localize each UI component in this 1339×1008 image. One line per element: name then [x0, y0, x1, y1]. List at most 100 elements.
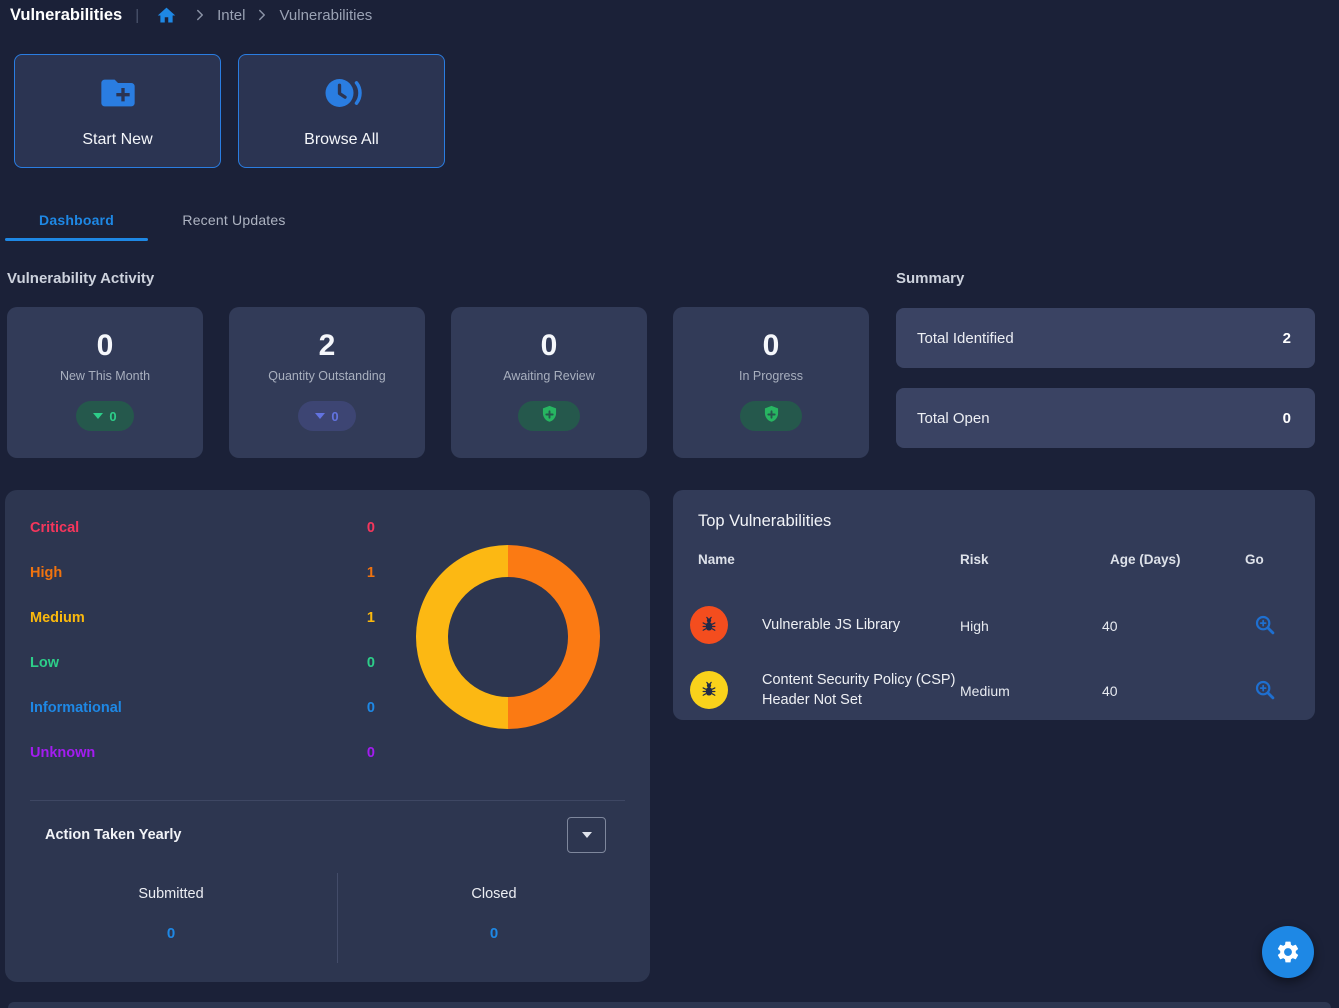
tab-dashboard-label: Dashboard [39, 211, 114, 228]
stat-value: 2 [318, 329, 336, 362]
shield-badge [518, 401, 580, 431]
divider [337, 873, 338, 963]
action-taken-col-closed: Closed 0 [338, 873, 650, 963]
col-value: 0 [489, 925, 499, 942]
browse-all-button[interactable]: Browse All [238, 54, 445, 168]
col-value: 0 [166, 925, 176, 942]
summary-label: Total Identified [917, 329, 1014, 347]
vulnerability-age: 40 [1102, 618, 1118, 634]
gear-icon [1277, 941, 1299, 963]
severity-label: Medium [30, 610, 85, 626]
severity-row-medium: Medium 1 [30, 608, 375, 628]
severity-donut [416, 545, 600, 729]
top-vulnerabilities-heading: Top Vulnerabilities [698, 512, 832, 530]
summary-row-total-identified: Total Identified 2 [896, 308, 1315, 368]
tab-dashboard[interactable]: Dashboard [5, 199, 148, 240]
severity-panel: Critical 0 High 1 Medium 1 Low 0 Informa… [5, 490, 650, 982]
col-label: Submitted [138, 886, 204, 902]
severity-count: 0 [366, 745, 375, 761]
severity-label: High [30, 565, 63, 581]
breadcrumb-item-vulnerabilities: Vulnerabilities [279, 6, 373, 24]
home-icon[interactable] [156, 5, 177, 26]
new-folder-icon [98, 73, 138, 118]
severity-count: 1 [366, 610, 375, 626]
settings-fab[interactable] [1262, 926, 1314, 978]
severity-label: Critical [30, 520, 80, 536]
summary-value: 2 [1282, 329, 1291, 347]
zoom-in-icon[interactable] [1252, 612, 1278, 638]
breadcrumb-separator: | [135, 6, 140, 24]
vulnerability-risk: Medium [960, 683, 1010, 699]
page-title: Vulnerabilities [10, 5, 123, 24]
action-taken-col-submitted: Submitted 0 [5, 873, 337, 963]
trend-badge: 0 [76, 401, 134, 431]
severity-count: 0 [366, 655, 375, 671]
browse-all-label: Browse All [304, 131, 379, 148]
stat-label: Awaiting Review [503, 369, 595, 383]
start-new-label: Start New [82, 131, 153, 148]
trend-badge-value: 0 [331, 408, 339, 424]
summary-value: 0 [1282, 409, 1291, 427]
vulnerability-name: Content Security Policy (CSP) Header Not… [762, 672, 956, 708]
severity-count: 1 [366, 565, 375, 581]
trend-badge: 0 [298, 401, 356, 431]
action-taken-dropdown[interactable] [567, 817, 606, 853]
severity-row-low: Low 0 [30, 653, 375, 673]
breadcrumb-item-intel[interactable]: Intel [217, 6, 246, 24]
active-tab-indicator [5, 238, 148, 241]
bug-avatar [690, 671, 728, 709]
trend-down-icon [315, 413, 326, 419]
stat-value: 0 [540, 329, 558, 362]
stat-value: 0 [96, 329, 114, 362]
next-panel-edge [8, 1002, 1331, 1008]
divider [30, 800, 625, 801]
severity-label: Low [30, 655, 59, 671]
vulnerability-risk: High [960, 618, 989, 634]
action-taken-title: Action Taken Yearly [45, 827, 182, 843]
zoom-in-icon[interactable] [1252, 677, 1278, 703]
column-header-age: Age (Days) [1110, 552, 1181, 567]
tab-recent-updates[interactable]: Recent Updates [153, 199, 315, 240]
stat-card-awaiting-review: 0 Awaiting Review [451, 307, 647, 458]
stat-label: New This Month [59, 369, 151, 383]
severity-row-critical: Critical 0 [30, 518, 375, 538]
summary-row-total-open: Total Open 0 [896, 388, 1315, 448]
stat-value: 0 [762, 329, 780, 362]
history-clock-icon [322, 73, 362, 118]
activity-heading: Vulnerability Activity [7, 270, 155, 287]
trend-badge-value: 0 [109, 408, 117, 424]
chevron-right-icon [191, 6, 209, 24]
stat-label: Quantity Outstanding [268, 369, 386, 383]
severity-label: Informational [30, 700, 122, 716]
chevron-down-icon [581, 832, 592, 838]
summary-heading: Summary [896, 270, 965, 287]
severity-count: 0 [366, 700, 375, 716]
column-header-go: Go [1245, 552, 1264, 567]
summary-label: Total Open [917, 409, 990, 427]
stat-card-quantity-outstanding: 2 Quantity Outstanding 0 [229, 307, 425, 458]
top-vulnerabilities-panel: Top Vulnerabilities Name Risk Age (Days)… [673, 490, 1315, 720]
bug-icon [702, 616, 716, 631]
severity-label: Unknown [30, 745, 96, 761]
shield-badge [740, 401, 802, 431]
severity-count: 0 [366, 520, 375, 536]
tab-recent-updates-label: Recent Updates [182, 211, 286, 228]
stat-card-new-this-month: 0 New This Month 0 [7, 307, 203, 458]
severity-row-informational: Informational 0 [30, 698, 375, 718]
column-header-name: Name [698, 552, 735, 567]
vulnerability-name: Vulnerable JS Library [762, 617, 901, 633]
shield-plus-icon [761, 404, 782, 428]
bug-avatar [690, 606, 728, 644]
breadcrumb: Vulnerabilities | Intel Vulnerabilities [10, 3, 372, 27]
vulnerability-age: 40 [1102, 683, 1118, 699]
column-header-risk: Risk [960, 552, 989, 567]
trend-down-icon [93, 413, 104, 419]
severity-row-high: High 1 [30, 563, 375, 583]
chevron-right-icon [253, 6, 271, 24]
bug-icon [702, 681, 716, 696]
stat-card-in-progress: 0 In Progress [673, 307, 869, 458]
severity-row-unknown: Unknown 0 [30, 743, 375, 763]
col-label: Closed [471, 886, 517, 902]
start-new-button[interactable]: Start New [14, 54, 221, 168]
shield-plus-icon [539, 404, 560, 428]
